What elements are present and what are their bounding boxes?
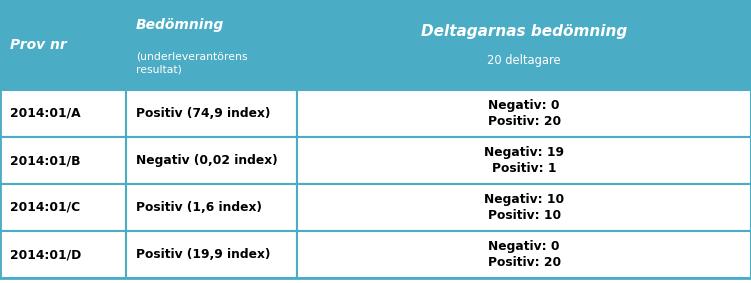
Text: (underleverantörens
resultat): (underleverantörens resultat) xyxy=(136,52,248,74)
Bar xyxy=(297,184,751,231)
Text: 20 deltagare: 20 deltagare xyxy=(487,54,561,67)
Text: 2014:01/B: 2014:01/B xyxy=(10,154,80,167)
Bar xyxy=(297,0,751,90)
Text: Positiv: 10: Positiv: 10 xyxy=(487,209,561,222)
Bar xyxy=(0,231,126,278)
Text: Prov nr: Prov nr xyxy=(10,38,67,52)
Bar xyxy=(126,184,297,231)
Text: Positiv: 1: Positiv: 1 xyxy=(492,162,556,175)
Text: 2014:01/A: 2014:01/A xyxy=(10,107,80,120)
Text: Positiv: 20: Positiv: 20 xyxy=(487,115,561,128)
Text: 2014:01/D: 2014:01/D xyxy=(10,248,81,261)
Bar xyxy=(0,137,126,184)
Text: Negativ: 0: Negativ: 0 xyxy=(488,240,560,253)
Bar xyxy=(126,137,297,184)
Bar xyxy=(297,137,751,184)
Bar xyxy=(0,90,126,137)
Text: Negativ: 0: Negativ: 0 xyxy=(488,99,560,112)
Text: Positiv: 20: Positiv: 20 xyxy=(487,256,561,269)
Text: Positiv (19,9 index): Positiv (19,9 index) xyxy=(136,248,270,261)
Text: Positiv (74,9 index): Positiv (74,9 index) xyxy=(136,107,270,120)
Text: Positiv (1,6 index): Positiv (1,6 index) xyxy=(136,201,262,214)
Bar xyxy=(126,0,297,90)
Text: Bedömning: Bedömning xyxy=(136,18,225,32)
Bar xyxy=(0,0,126,90)
Text: Negativ: 19: Negativ: 19 xyxy=(484,146,564,159)
Text: 2014:01/C: 2014:01/C xyxy=(10,201,80,214)
Text: Negativ: 10: Negativ: 10 xyxy=(484,193,564,206)
Text: Deltagarnas bedömning: Deltagarnas bedömning xyxy=(421,24,627,39)
Bar xyxy=(126,90,297,137)
Bar xyxy=(297,90,751,137)
Text: Negativ (0,02 index): Negativ (0,02 index) xyxy=(136,154,278,167)
Bar xyxy=(126,231,297,278)
Bar xyxy=(0,184,126,231)
Bar xyxy=(297,231,751,278)
